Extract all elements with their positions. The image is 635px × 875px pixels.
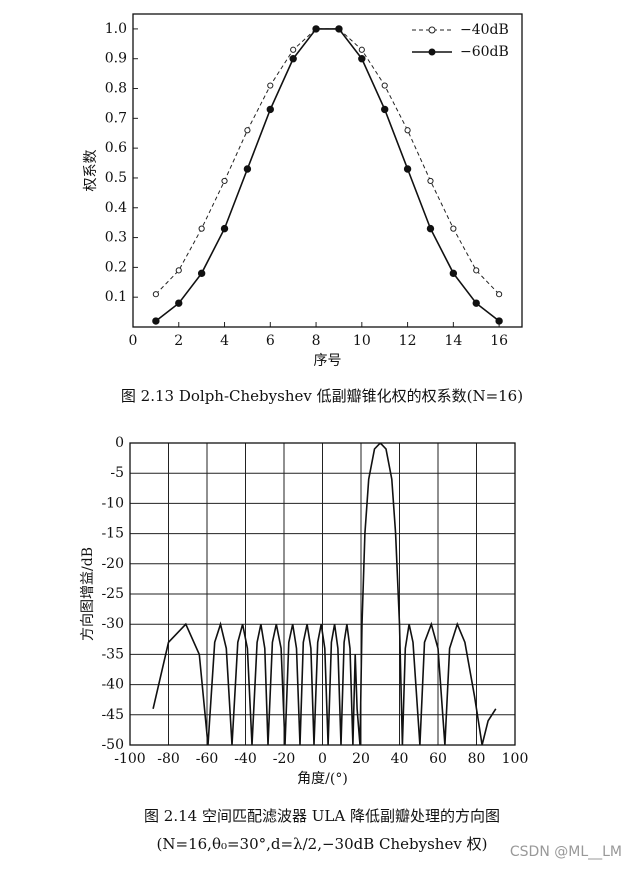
data-point [198, 225, 205, 232]
y-tick-label: -45 [101, 707, 124, 723]
data-point [335, 25, 343, 33]
caption: 图 2.13 Dolph-Chebyshev 低副瓣锥化权的权系数(N=16) [121, 387, 523, 405]
legend-label: −60dB [460, 44, 509, 60]
data-line [152, 443, 497, 745]
y-tick-label: 0 [115, 435, 124, 451]
x-tick-label: -80 [157, 751, 180, 767]
data-point [243, 165, 252, 173]
data-point [496, 291, 503, 298]
x-tick-label: 14 [444, 333, 462, 349]
data-point [312, 25, 320, 33]
x-tick-label: 4 [220, 333, 229, 349]
data-point [290, 46, 297, 53]
watermark: CSDN @ML__LM [510, 844, 622, 860]
caption: 图 2.14 空间匹配滤波器 ULA 降低副瓣处理的方向图 [144, 807, 500, 825]
data-point [289, 55, 297, 63]
x-tick-label: 0 [129, 333, 138, 349]
y-tick-label: -15 [101, 526, 124, 542]
legend-marker [428, 48, 436, 56]
x-tick-label: -20 [273, 751, 296, 767]
data-point [244, 127, 251, 134]
data-point [175, 267, 182, 274]
legend-label: −40dB [460, 22, 509, 38]
x-tick-label: 2 [174, 333, 183, 349]
x-tick-label: -40 [234, 751, 257, 767]
data-point [381, 105, 389, 114]
plot-frame [132, 13, 523, 328]
x-tick-label: 6 [266, 333, 275, 349]
data-point [358, 55, 366, 63]
data-point [473, 267, 480, 274]
plot-frame [129, 442, 516, 746]
y-tick-label: 0.5 [105, 170, 127, 186]
y-tick-label: -30 [101, 616, 124, 632]
data-point [495, 317, 503, 325]
y-tick-label: 0.4 [105, 200, 127, 216]
data-point [197, 269, 206, 278]
data-point [450, 225, 457, 232]
data-point [472, 299, 480, 307]
data-point [427, 177, 434, 185]
x-tick-label: 80 [468, 751, 486, 767]
y-tick-label: 1.0 [105, 21, 127, 37]
x-axis-label: 序号 [314, 353, 342, 369]
x-tick-label: 16 [490, 333, 508, 349]
y-tick-label: 0.1 [105, 289, 127, 305]
x-tick-label: 100 [502, 751, 529, 767]
data-line [155, 28, 500, 322]
data-point [404, 127, 411, 134]
data-point [381, 82, 388, 89]
x-axis-label: 角度/(°) [297, 771, 348, 787]
y-tick-label: -40 [101, 677, 124, 693]
x-tick-label: 0 [318, 751, 327, 767]
y-tick-label: -10 [101, 495, 124, 511]
x-tick-label: -60 [196, 751, 219, 767]
y-tick-label: -20 [101, 556, 124, 572]
data-point [152, 317, 160, 325]
x-tick-label: 10 [353, 333, 371, 349]
data-point [358, 46, 365, 53]
data-point [403, 165, 412, 173]
y-axis-label: 权系数 [83, 150, 99, 192]
y-axis-label: 方向图增益/dB [80, 547, 96, 641]
legend-marker [428, 26, 436, 34]
x-tick-label: -100 [114, 751, 145, 767]
y-tick-label: -35 [101, 646, 124, 662]
y-tick-label: 0.7 [105, 110, 127, 126]
x-tick-label: 12 [399, 333, 417, 349]
data-point [175, 299, 183, 307]
data-point [220, 224, 229, 233]
y-tick-label: 0.9 [105, 51, 127, 67]
data-point [449, 269, 458, 278]
data-point [426, 224, 435, 233]
y-tick-label: 0.6 [105, 140, 127, 156]
y-tick-label: 0.2 [105, 259, 127, 275]
x-tick-label: 60 [429, 751, 447, 767]
y-tick-label: -50 [101, 737, 124, 753]
data-point [221, 177, 228, 185]
y-tick-label: -25 [101, 586, 124, 602]
y-tick-label: -5 [110, 465, 124, 481]
data-point [267, 82, 274, 89]
x-tick-label: 40 [391, 751, 409, 767]
data-point [266, 105, 274, 114]
y-tick-label: 0.8 [105, 81, 127, 97]
x-tick-label: 8 [312, 333, 321, 349]
data-point [152, 291, 159, 298]
x-tick-label: 20 [352, 751, 370, 767]
y-tick-label: 0.3 [105, 230, 127, 246]
caption: (N=16,θ₀=30°,d=λ/2,−30dB Chebyshev 权) [157, 835, 488, 853]
data-line [155, 28, 500, 295]
